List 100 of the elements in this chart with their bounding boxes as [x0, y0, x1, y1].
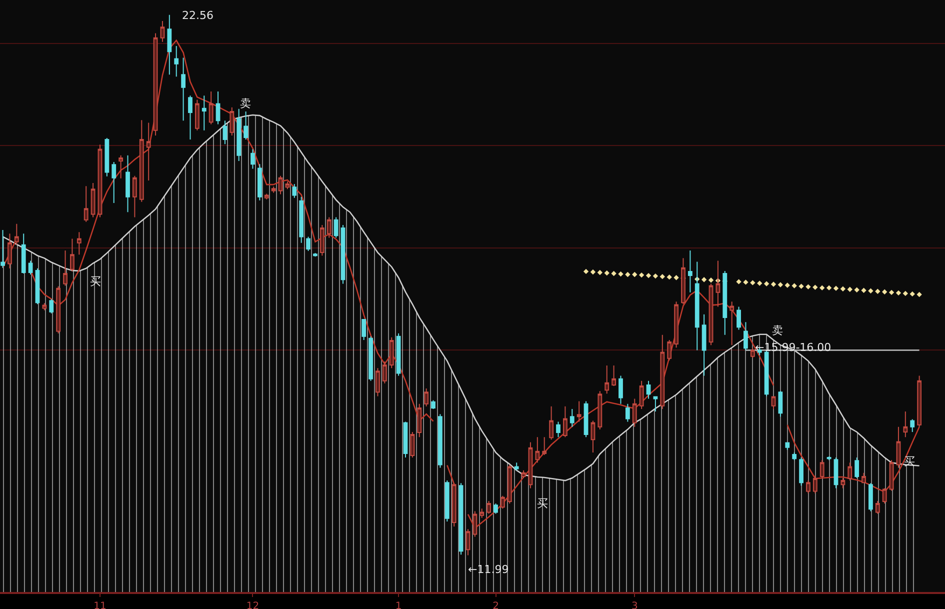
point: [847, 286, 852, 292]
point: [638, 272, 644, 278]
candlestick: [208, 91, 214, 125]
candlestick: [660, 334, 665, 410]
candlestick: [674, 301, 678, 348]
candlestick: [230, 106, 234, 136]
point: [792, 283, 797, 288]
candlestick: [702, 314, 706, 376]
candlestick: [174, 46, 179, 78]
candlestick: [618, 375, 623, 404]
candlestick: [486, 500, 492, 514]
point: [632, 272, 638, 278]
point: [826, 285, 832, 290]
point: [854, 287, 860, 292]
candlestick: [278, 175, 283, 195]
candlestick: [889, 460, 894, 492]
candlestick: [612, 365, 616, 386]
candlestick: [222, 120, 228, 145]
candlestick: [848, 462, 852, 482]
candlestick: [181, 57, 186, 122]
candlestick: [875, 500, 880, 514]
candlestick: [382, 360, 387, 384]
candlestick: [556, 421, 560, 438]
annotation: 卖: [240, 97, 251, 110]
candlestick: [90, 182, 96, 218]
candlestick: [49, 298, 54, 314]
point: [798, 284, 804, 289]
point: [840, 286, 846, 292]
candlestick: [868, 482, 873, 512]
candlestick: [730, 301, 734, 346]
point: [652, 273, 658, 279]
candlestick: [494, 503, 498, 514]
candlestick: [403, 421, 408, 458]
candlestick: [334, 216, 338, 238]
candlestick: [840, 478, 846, 489]
candlestick: [507, 464, 512, 504]
candlestick: [202, 95, 206, 131]
candlestick: [562, 406, 568, 438]
candlestick: [153, 32, 158, 136]
candlestick: [368, 336, 373, 382]
point: [833, 286, 839, 291]
candlestick: [521, 470, 526, 478]
point: [646, 272, 652, 278]
point: [736, 279, 742, 284]
point: [701, 277, 707, 282]
annotation: 22.56: [182, 9, 214, 22]
point: [674, 275, 679, 280]
point: [875, 288, 880, 294]
point: [764, 281, 770, 286]
point: [604, 270, 610, 276]
candlestick: [112, 162, 116, 204]
candlestick: [132, 175, 137, 218]
candlestick: [632, 398, 637, 428]
candlestick: [160, 20, 165, 42]
candlestick: [216, 91, 220, 125]
point: [806, 284, 811, 290]
candlestick: [785, 442, 790, 450]
candlestick: [431, 400, 436, 410]
point: [916, 292, 922, 298]
candlestick: [84, 186, 88, 222]
candlestick: [299, 196, 304, 244]
candlestick: [903, 411, 908, 438]
candlestick: [744, 322, 748, 351]
candlestick: [834, 457, 838, 489]
candlestick: [362, 319, 366, 340]
candlestick: [35, 268, 40, 305]
candlestick: [590, 420, 596, 453]
candlestick: [257, 164, 262, 201]
candlestick: [736, 306, 741, 330]
x-tick-label: 11: [94, 601, 106, 609]
point: [770, 282, 776, 287]
candlestick: [750, 347, 755, 358]
candlestick: [56, 286, 61, 334]
candlestick: [250, 148, 255, 170]
annotation: 卖: [772, 324, 783, 337]
candlestick: [236, 108, 242, 162]
point: [625, 272, 630, 278]
candlestick: [570, 408, 574, 428]
candlestick: [799, 457, 804, 486]
candlestick: [549, 406, 554, 440]
candlestick: [854, 457, 860, 478]
candlestick: [792, 452, 797, 461]
candlestick: [653, 396, 658, 412]
candlestick: [0, 230, 5, 268]
candlestick: [271, 186, 276, 194]
candlestick: [188, 95, 192, 140]
candlestick: [167, 14, 172, 76]
candlestick: [910, 418, 915, 432]
candlestick: [389, 336, 394, 369]
candlestick: [104, 138, 110, 177]
point: [750, 280, 756, 286]
candlestick: [146, 122, 151, 181]
candlestick: [417, 403, 422, 438]
candlestick: [118, 154, 124, 179]
candlestick: [458, 482, 464, 556]
candlestick: [8, 233, 12, 269]
candlestick: [28, 260, 33, 276]
point: [660, 274, 665, 280]
candlestick: [70, 238, 74, 272]
candlestick: [472, 510, 478, 538]
